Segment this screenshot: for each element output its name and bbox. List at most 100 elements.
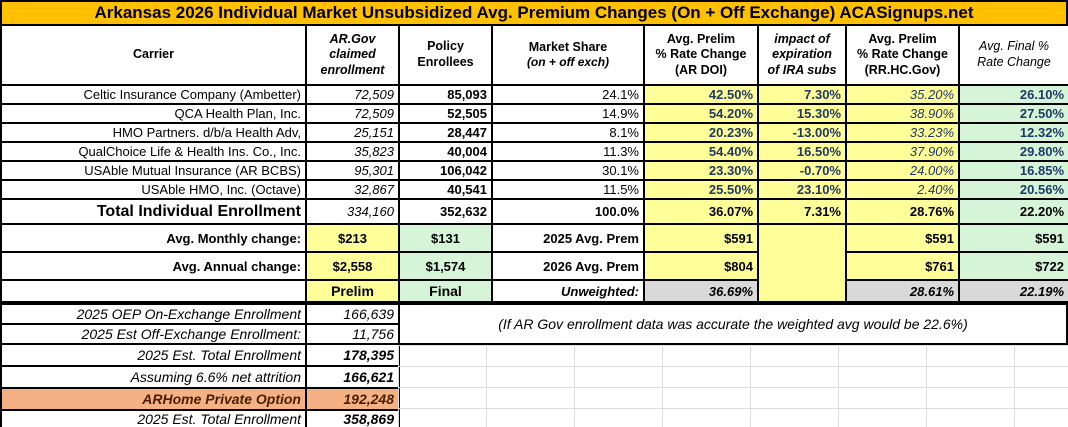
prelim-rrhcgov-cell: 38.90% <box>845 103 960 124</box>
total-final-cell: 22.20% <box>958 198 1068 225</box>
enrollment-row: 2025 OEP On-Exchange Enrollment 166,639 <box>0 303 400 325</box>
avg-prem-2025-label: 2025 Avg. Prem <box>491 223 645 253</box>
market-share-cell: 11.5% <box>491 179 645 200</box>
argov-enrollment-cell: 32,867 <box>305 179 400 200</box>
argov-enrollment-cell: 72,509 <box>305 103 400 124</box>
main-table: Carrier AR.Gov claimed enrollment Policy… <box>0 24 1068 303</box>
col-header-policy-enrollees: Policy Enrollees <box>398 24 493 86</box>
market-share-cell: 8.1% <box>491 122 645 143</box>
avg-monthly-change-row: Avg. Monthly change: $213 $131 2025 Avg.… <box>0 223 1068 303</box>
carrier-name-cell: QCA Health Plan, Inc. <box>0 103 307 124</box>
avg-monthly-label: Avg. Monthly change: <box>0 223 307 253</box>
prelim-rrhcgov-cell: 33.23% <box>845 122 960 143</box>
ira-impact-cell: -0.70% <box>757 160 847 181</box>
col-header-prelim-ardoi: Avg. Prelim % Rate Change (AR DOI) <box>643 24 759 86</box>
enrollment-row-value: 358,869 <box>305 409 400 427</box>
argov-enrollment-cell: 72,509 <box>305 84 400 105</box>
arhome-private-option-row: ARHome Private Option 192,248 <box>0 387 400 411</box>
total-market-share-cell: 100.0% <box>491 198 645 225</box>
ira-impact-cell: 23.10% <box>757 179 847 200</box>
carrier-row: USAble Mutual Insurance (AR BCBS) 95,301… <box>0 160 1068 181</box>
avg-prem-2026-label: 2026 Avg. Prem <box>491 251 645 281</box>
unweighted-row: Prelim Final Unweighted: 36.69% 28.61% 2… <box>0 279 1068 303</box>
avg-prem-2026-ardoi-cell: $804 <box>643 251 759 281</box>
total-ira-cell: 7.31% <box>757 198 847 225</box>
carrier-name-cell: Celtic Insurance Company (Ambetter) <box>0 84 307 105</box>
enrollment-row-value: 166,639 <box>305 303 400 325</box>
argov-enrollment-cell: 95,301 <box>305 160 400 181</box>
avg-prem-2026-final-cell: $722 <box>958 251 1068 281</box>
policy-enrollees-cell: 40,004 <box>398 141 493 162</box>
prelim-rrhcgov-cell: 24.00% <box>845 160 960 181</box>
unweighted-label: Unweighted: <box>491 279 645 303</box>
final-rate-cell: 16.85% <box>958 160 1068 181</box>
enrollment-row-label: 2025 Est Off-Exchange Enrollment: <box>0 323 307 345</box>
carrier-row: USAble HMO, Inc. (Octave) 32,867 40,541 … <box>0 179 1068 200</box>
policy-enrollees-cell: 106,042 <box>398 160 493 181</box>
market-share-cell: 30.1% <box>491 160 645 181</box>
prelim-ardoi-cell: 20.23% <box>643 122 759 143</box>
final-rate-cell: 27.50% <box>958 103 1068 124</box>
enrollment-row-label: 2025 Est. Total Enrollment <box>0 409 307 427</box>
ira-merged-empty-cell <box>757 223 847 303</box>
prelim-ardoi-cell: 54.40% <box>643 141 759 162</box>
argov-enrollment-cell: 25,151 <box>305 122 400 143</box>
unweighted-rrhcgov-cell: 28.61% <box>845 279 960 303</box>
final-rate-cell: 29.80% <box>958 141 1068 162</box>
total-row: Total Individual Enrollment 334,160 352,… <box>0 198 1068 225</box>
total-argov-cell: 334,160 <box>305 198 400 225</box>
empty-cell <box>0 279 307 303</box>
total-ardoi-cell: 36.07% <box>643 198 759 225</box>
prelim-rrhcgov-cell: 2.40% <box>845 179 960 200</box>
carrier-name-cell: QualChoice Life & Health Ins. Co., Inc. <box>0 141 307 162</box>
carrier-row: QCA Health Plan, Inc. 72,509 52,505 14.9… <box>0 103 1068 124</box>
carrier-row: HMO Partners. d/b/a Health Adv, 25,151 2… <box>0 122 1068 143</box>
enrollment-row-value: 11,756 <box>305 323 400 345</box>
prelim-rrhcgov-cell: 35.20% <box>845 84 960 105</box>
avg-monthly-final-cell: $131 <box>398 223 493 253</box>
empty-spreadsheet-grid <box>398 345 1068 427</box>
header-row: Carrier AR.Gov claimed enrollment Policy… <box>0 24 1068 86</box>
final-rate-cell: 12.32% <box>958 122 1068 143</box>
market-share-cell: 14.9% <box>491 103 645 124</box>
enrollment-row: 2025 Est. Total Enrollment 178,395 <box>0 343 400 367</box>
enrollment-row-label: ARHome Private Option <box>0 387 307 411</box>
ira-impact-cell: 15.30% <box>757 103 847 124</box>
enrollment-row-label: 2025 Est. Total Enrollment <box>0 343 307 367</box>
carrier-name-cell: USAble HMO, Inc. (Octave) <box>0 179 307 200</box>
enrollment-summary-section: 2025 OEP On-Exchange Enrollment 166,639 … <box>0 303 1068 427</box>
argov-enrollment-cell: 35,823 <box>305 141 400 162</box>
col-header-argov-enrollment: AR.Gov claimed enrollment <box>305 24 400 86</box>
enrollment-row-value: 166,621 <box>305 365 400 389</box>
prelim-ardoi-cell: 23.30% <box>643 160 759 181</box>
prelim-column-label: Prelim <box>305 279 400 303</box>
unweighted-final-cell: 22.19% <box>958 279 1068 303</box>
accuracy-note-text: (If AR Gov enrollment data was accurate … <box>498 316 968 332</box>
enrollment-row: 2025 Est Off-Exchange Enrollment: 11,756 <box>0 323 400 345</box>
total-label: Total Individual Enrollment <box>0 198 307 225</box>
col-header-market-share: Market Share (on + off exch) <box>491 24 645 86</box>
col-header-ira-impact: impact of expiration of IRA subs <box>757 24 847 86</box>
avg-prem-2025-ardoi-cell: $591 <box>643 223 759 253</box>
carrier-name-cell: USAble Mutual Insurance (AR BCBS) <box>0 160 307 181</box>
enrollment-row-label: 2025 OEP On-Exchange Enrollment <box>0 303 307 325</box>
enrollment-row: Assuming 6.6% net attrition 166,621 <box>0 365 400 389</box>
ira-impact-cell: 7.30% <box>757 84 847 105</box>
avg-prem-2026-rrhcgov-cell: $761 <box>845 251 960 281</box>
enrollment-row-value: 178,395 <box>305 343 400 367</box>
enrollment-row: 2025 Est. Total Enrollment 358,869 <box>0 409 400 427</box>
avg-annual-prelim-cell: $2,558 <box>305 251 400 281</box>
accuracy-note: (If AR Gov enrollment data was accurate … <box>398 303 1068 345</box>
col-header-final-rate: Avg. Final % Rate Change <box>958 24 1068 86</box>
policy-enrollees-cell: 85,093 <box>398 84 493 105</box>
enrollment-row-label: Assuming 6.6% net attrition <box>0 365 307 389</box>
policy-enrollees-cell: 28,447 <box>398 122 493 143</box>
policy-enrollees-cell: 52,505 <box>398 103 493 124</box>
unweighted-ardoi-cell: 36.69% <box>643 279 759 303</box>
avg-prem-2025-final-cell: $591 <box>958 223 1068 253</box>
carrier-name-cell: HMO Partners. d/b/a Health Adv, <box>0 122 307 143</box>
policy-enrollees-cell: 40,541 <box>398 179 493 200</box>
table-title: Arkansas 2026 Individual Market Unsubsid… <box>0 0 1068 26</box>
ira-impact-cell: 16.50% <box>757 141 847 162</box>
